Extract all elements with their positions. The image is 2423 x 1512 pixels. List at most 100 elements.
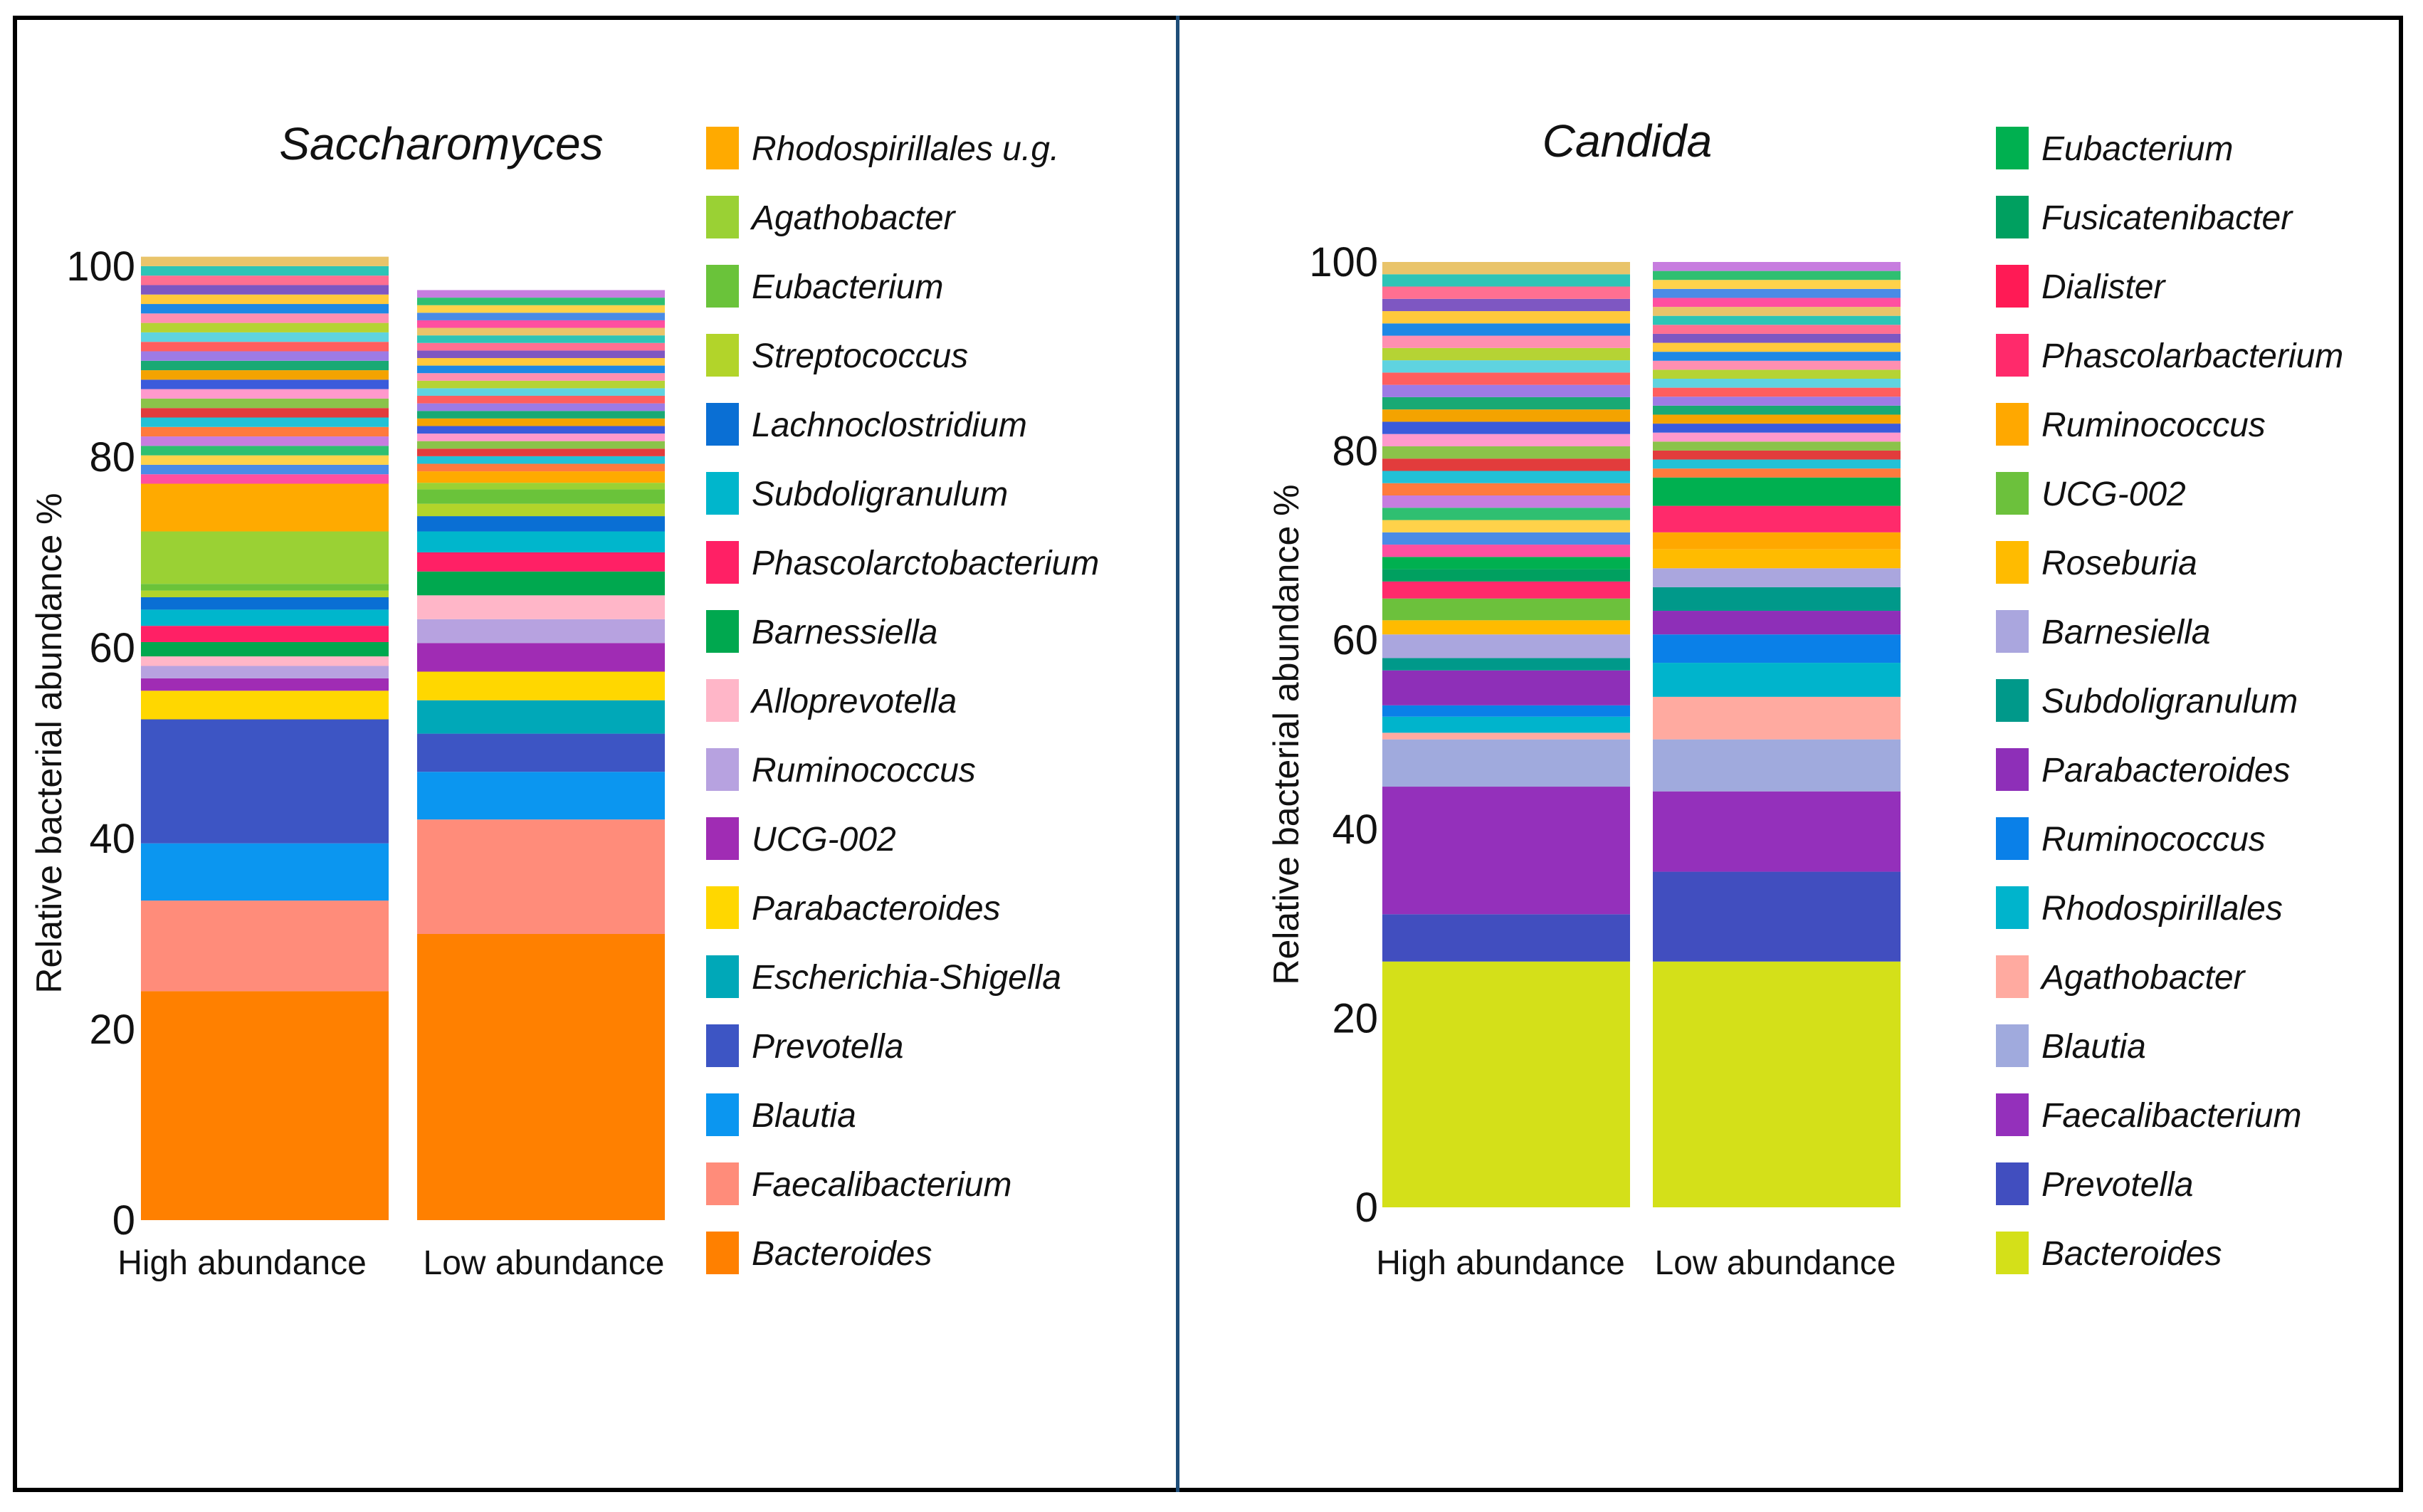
legend-swatch-subdoligranulum	[1996, 679, 2029, 722]
bar-segment-phascolarbacterium	[1382, 581, 1630, 599]
legend-swatch-rhodospirillales	[1996, 886, 2029, 929]
bar-segment-other-genera	[141, 446, 389, 456]
legend-label-blautia: Blautia	[752, 1097, 856, 1135]
legend-swatch-rhodospirillales-u-g	[706, 127, 739, 169]
bar-segment-other-genera	[1653, 424, 1901, 433]
bar-segment-phascolarctobacterium	[417, 552, 665, 572]
bar-segment-other-genera	[1653, 325, 1901, 334]
bar-segment-parabacteroides	[417, 671, 665, 700]
legend-swatch-fusicatenibacter	[1996, 196, 2029, 238]
y-tick-label: 80	[1332, 429, 1378, 475]
bar-segment-lachnoclostridium	[417, 516, 665, 532]
legend-swatch-barnesiella	[1996, 610, 2029, 653]
legend-swatch-ruminococcus	[1996, 817, 2029, 860]
bar-segment-faecalibacterium	[1653, 791, 1901, 872]
bar-segment-parabacteroides	[1382, 670, 1630, 705]
bar-segment-blautia	[1653, 739, 1901, 792]
bar-segment-other-genera	[1653, 387, 1901, 397]
bar-segment-other-genera	[417, 456, 665, 464]
bar-segment-bacteroides	[141, 991, 389, 1220]
legend-label-ucg-002: UCG-002	[752, 821, 896, 859]
bar-segment-other-genera	[1382, 372, 1630, 385]
bar-segment-other-genera	[141, 313, 389, 323]
bar-segment-other-genera	[1653, 432, 1901, 442]
bar-segment-bacteroides	[417, 934, 665, 1220]
bar-segment-other-genera	[1653, 405, 1901, 415]
bar-segment-ucg-002	[141, 678, 389, 691]
bar-segment-other-genera	[1382, 458, 1630, 471]
legend-swatch-escherichia-shigella	[706, 955, 739, 998]
bar-segment-other-genera	[417, 426, 665, 434]
legend-swatch-phascolarctobacterium	[706, 541, 739, 584]
bar-segment-fusicatenibacter	[1382, 569, 1630, 582]
bar-segment-other-genera	[141, 266, 389, 276]
bar-segment-other-genera	[417, 335, 665, 343]
candida-chart: Candida 0 20 40 60 80 100 Relative bacterial ab…	[1266, 115, 2343, 1282]
x-category-label: High abundance	[1376, 1244, 1625, 1282]
bar-segment-agathobacter	[417, 483, 665, 490]
bar-segment-roseburia	[1382, 620, 1630, 635]
chart-title: Candida	[1542, 115, 1712, 167]
bar-segment-faecalibacterium	[141, 901, 389, 992]
legend-label-subdoligranulum: Subdoligranulum	[2041, 683, 2298, 720]
bar-segment-other-genera	[417, 448, 665, 456]
x-category-label: High abundance	[117, 1244, 367, 1282]
y-tick-label: 0	[1355, 1185, 1378, 1231]
bar-segment-other-genera	[1382, 311, 1630, 324]
bar-segment-other-genera	[141, 275, 389, 285]
legend-label-barnessiella: Barnessiella	[752, 614, 937, 651]
bar-segment-other-genera	[417, 418, 665, 426]
bar-segment-other-genera	[1653, 315, 1901, 325]
bar-segment-other-genera	[1382, 520, 1630, 532]
bar-segment-other-genera	[1653, 333, 1901, 343]
legend-swatch-prevotella	[706, 1024, 739, 1067]
legend-swatch-barnessiella	[706, 610, 739, 653]
legend-label-ruminococcus: Ruminococcus	[2041, 406, 2266, 444]
bar-segment-rhodospirillales-u-g	[417, 471, 665, 483]
legend-swatch-parabacteroides	[706, 886, 739, 929]
bar-segment-other-genera	[141, 304, 389, 314]
legend-label-bacteroides: Bacteroides	[752, 1235, 932, 1273]
legend-swatch-ruminococcus	[1996, 403, 2029, 446]
legend-label-phascolarbacterium: Phascolarbacterium	[2041, 337, 2343, 375]
bar-segment-prevotella	[1653, 871, 1901, 962]
bar-segment-ucg-002	[417, 643, 665, 672]
chart-title: Saccharomyces	[279, 118, 603, 169]
legend-label-bacteroides: Bacteroides	[2041, 1235, 2222, 1273]
bar-segment-other-genera	[141, 342, 389, 352]
bar-segment-other-genera	[141, 285, 389, 295]
bar-segment-other-genera	[141, 332, 389, 342]
bar-segment-parabacteroides	[1653, 611, 1901, 635]
legend-label-faecalibacterium: Faecalibacterium	[2041, 1097, 2301, 1135]
y-tick-label: 0	[112, 1197, 135, 1244]
bar-segment-other-genera	[1382, 434, 1630, 446]
bar-segment-faecalibacterium	[417, 819, 665, 934]
y-tick-label: 20	[89, 1007, 135, 1053]
legend-label-ruminococcus: Ruminococcus	[752, 752, 976, 789]
bar-segment-other-genera	[141, 408, 389, 418]
bar-segment-other-genera	[417, 396, 665, 404]
legend-label-alloprevotella: Alloprevotella	[750, 683, 957, 720]
bar-segment-other-genera	[417, 342, 665, 351]
bar-segment-other-genera	[1653, 459, 1901, 469]
bar-segment-other-genera	[141, 379, 389, 389]
bar-segment-eubacterium	[1653, 477, 1901, 506]
bar-segment-agathobacter	[141, 531, 389, 584]
legend-label-eubacterium: Eubacterium	[752, 268, 943, 306]
bar-segment-rhodospirillales	[1382, 716, 1630, 733]
bar-segment-prevotella	[417, 733, 665, 772]
bar-segment-alloprevotella	[141, 656, 389, 666]
bar-segment-other-genera	[417, 357, 665, 366]
legend-swatch-ucg-002	[706, 817, 739, 860]
bar-segment-other-genera	[417, 373, 665, 381]
bar-segment-other-genera	[1382, 397, 1630, 410]
legend-swatch-bacteroides	[1996, 1232, 2029, 1274]
legend-label-parabacteroides: Parabacteroides	[2041, 752, 2291, 789]
bar-segment-other-genera	[417, 327, 665, 336]
x-category-label: Low abundance	[1655, 1244, 1896, 1282]
bar-segment-other-genera	[1653, 342, 1901, 352]
bar-segment-other-genera	[417, 290, 665, 298]
legend-label-agathobacter: Agathobacter	[2039, 959, 2246, 997]
bar-segment-other-genera	[141, 351, 389, 361]
bar-segment-prevotella	[1382, 914, 1630, 962]
